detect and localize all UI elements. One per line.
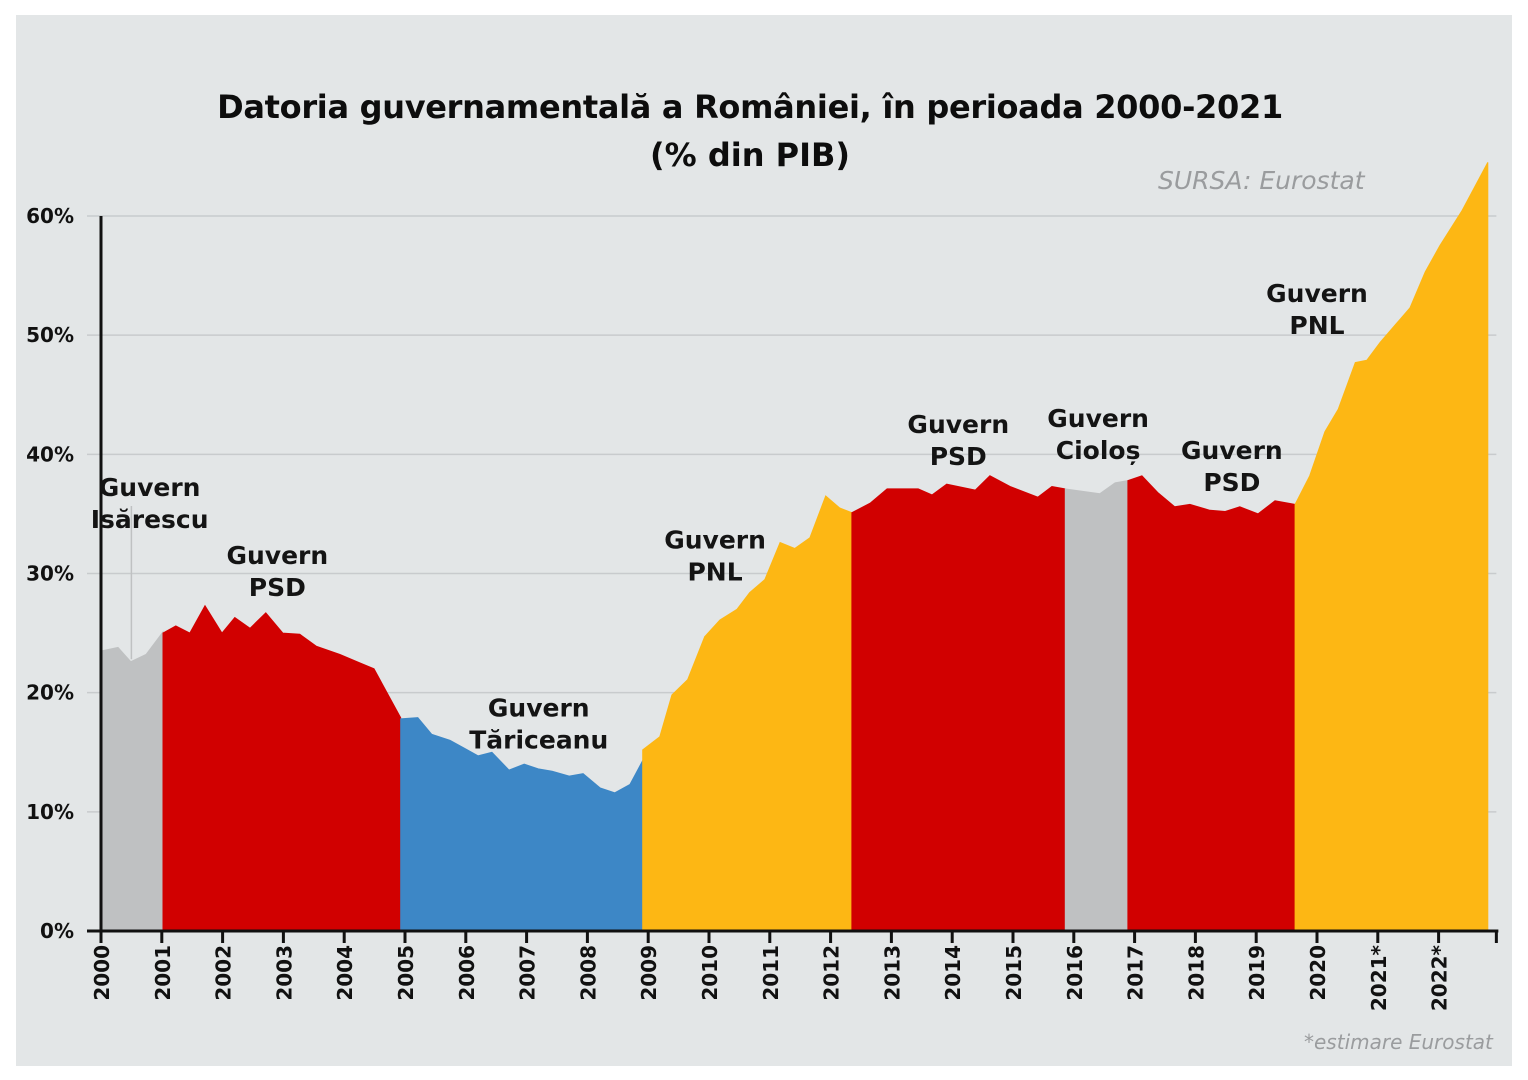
government-label: Cioloș [1056,436,1141,465]
y-tick-label: 0% [40,919,74,943]
y-tick-label: 40% [26,442,74,466]
x-tick-label: 2021* [1367,944,1391,1011]
government-label: Guvern [1181,436,1283,465]
x-tick-label: 2013 [880,945,904,1001]
government-areas [100,162,1489,932]
area-segment-0 [100,630,164,932]
x-tick-label: 2010 [698,945,722,1001]
y-tick-label: 50% [26,323,74,347]
government-label: Guvern [226,541,328,570]
x-tick-label: 2018 [1184,945,1208,1001]
estimate-footnote: *estimare Eurostat [1304,1030,1493,1054]
x-tick-label: 2002 [212,945,236,1001]
government-label: Guvern [1047,404,1149,433]
x-tick-label: 2016 [1063,945,1087,1001]
area-segment-7 [1294,162,1489,932]
government-label: Guvern [664,525,766,554]
axes [87,216,1499,943]
chart-title: Datoria guvernamentală a României, în pe… [217,88,1283,126]
area-segment-1 [162,604,402,932]
government-label: PSD [930,442,987,471]
government-label: PSD [1203,468,1260,497]
government-label: Guvern [1266,279,1368,308]
area-segment-3 [642,495,853,932]
government-label: Guvern [99,473,201,502]
x-tick-label: 2014 [941,945,965,1001]
x-tick-label: 2006 [455,945,479,1001]
x-tick-label: 2011 [759,945,783,1001]
y-tick-label: 10% [26,800,74,824]
area-segment-6 [1127,475,1296,932]
government-label: PNL [1289,311,1344,340]
government-label: Tăriceanu [469,726,608,755]
x-tick-label: 2004 [333,945,357,1001]
government-label: PNL [687,557,742,586]
x-tick-label: 2008 [576,945,600,1001]
government-labels: Guvern Isărescu Guvern PSD Guvern Tăriceanu Gu… [91,279,1368,755]
government-label: Guvern [907,410,1009,439]
x-tick-label: 2000 [90,945,114,1001]
area-segment-5 [1064,480,1129,932]
x-tick-label: 2003 [272,945,296,1001]
government-label: PSD [249,573,306,602]
area-segment-4 [851,475,1066,932]
x-tick-label: 2022* [1428,944,1452,1011]
area-segment-2 [400,717,644,932]
y-axis-labels: 0% 10% 20% 30% 40% 50% 60% [26,204,74,943]
x-tick-label: 2019 [1245,945,1269,1001]
government-label: Guvern [488,694,590,723]
source-note: SURSA: Eurostat [1158,166,1365,195]
x-tick-label: 2017 [1124,945,1148,1001]
y-tick-label: 20% [26,681,74,705]
government-label: Isărescu [91,505,209,534]
x-tick-label: 2012 [820,945,844,1001]
x-axis-labels: 2000 2001 2002 2003 2004 2005 2006 2007 2008 2009… [90,944,1452,1011]
y-tick-label: 30% [26,562,74,586]
y-tick-label: 60% [26,204,74,228]
chart-subtitle: (% din PIB) [650,136,850,174]
x-tick-label: 2020 [1306,945,1330,1001]
x-tick-label: 2007 [516,945,540,1001]
x-tick-label: 2001 [151,945,175,1001]
x-tick-label: 2009 [637,945,661,1001]
x-tick-label: 2005 [394,945,418,1001]
x-tick-label: 2015 [1002,945,1026,1001]
